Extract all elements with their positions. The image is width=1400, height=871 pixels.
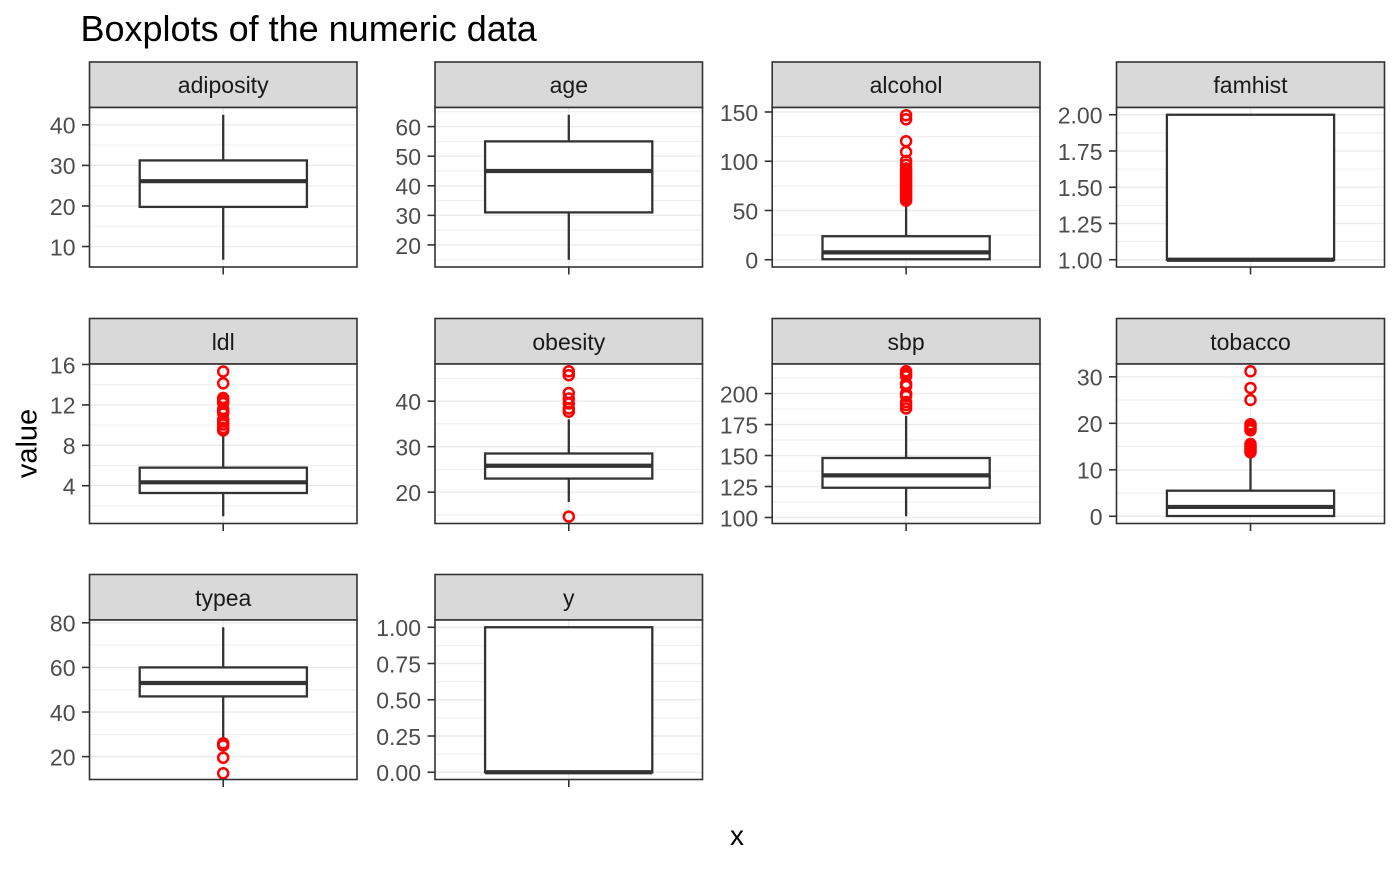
svg-text:tobacco: tobacco bbox=[1210, 329, 1291, 355]
svg-text:obesity: obesity bbox=[532, 329, 605, 355]
svg-text:40: 40 bbox=[395, 389, 421, 415]
svg-text:20: 20 bbox=[50, 194, 76, 220]
svg-text:0.25: 0.25 bbox=[376, 724, 421, 750]
svg-text:200: 200 bbox=[720, 381, 758, 407]
svg-text:100: 100 bbox=[720, 149, 758, 175]
svg-text:typea: typea bbox=[195, 585, 251, 611]
svg-text:30: 30 bbox=[1077, 365, 1103, 391]
svg-text:30: 30 bbox=[50, 153, 76, 179]
svg-text:40: 40 bbox=[50, 113, 76, 139]
svg-text:1.50: 1.50 bbox=[1058, 175, 1103, 201]
svg-text:150: 150 bbox=[720, 443, 758, 469]
svg-text:175: 175 bbox=[720, 412, 758, 438]
svg-text:Boxplots of the numeric data: Boxplots of the numeric data bbox=[81, 8, 538, 49]
svg-text:2.00: 2.00 bbox=[1058, 103, 1103, 129]
svg-text:12: 12 bbox=[50, 393, 76, 419]
svg-text:20: 20 bbox=[395, 233, 421, 259]
svg-text:sbp: sbp bbox=[888, 329, 925, 355]
svg-text:ldl: ldl bbox=[212, 329, 235, 355]
svg-text:20: 20 bbox=[50, 744, 76, 770]
svg-text:1.00: 1.00 bbox=[376, 615, 421, 641]
svg-text:30: 30 bbox=[395, 434, 421, 460]
svg-text:age: age bbox=[550, 72, 588, 98]
svg-text:alcohol: alcohol bbox=[870, 72, 943, 98]
svg-text:4: 4 bbox=[63, 474, 76, 500]
svg-text:1.00: 1.00 bbox=[1058, 248, 1103, 274]
svg-text:0: 0 bbox=[745, 248, 758, 274]
svg-text:125: 125 bbox=[720, 474, 758, 500]
svg-text:0.75: 0.75 bbox=[376, 651, 421, 677]
svg-text:10: 10 bbox=[50, 234, 76, 260]
svg-text:8: 8 bbox=[63, 433, 76, 459]
svg-text:0.00: 0.00 bbox=[376, 760, 421, 786]
svg-text:20: 20 bbox=[395, 480, 421, 506]
svg-text:0.50: 0.50 bbox=[376, 688, 421, 714]
svg-text:50: 50 bbox=[395, 144, 421, 170]
svg-text:30: 30 bbox=[395, 203, 421, 229]
svg-text:20: 20 bbox=[1077, 411, 1103, 437]
svg-text:1.75: 1.75 bbox=[1058, 139, 1103, 165]
svg-text:value: value bbox=[12, 409, 44, 478]
svg-text:100: 100 bbox=[720, 505, 758, 531]
svg-text:40: 40 bbox=[50, 700, 76, 726]
svg-text:60: 60 bbox=[50, 655, 76, 681]
svg-text:x: x bbox=[730, 820, 744, 851]
svg-text:famhist: famhist bbox=[1213, 72, 1288, 98]
svg-text:60: 60 bbox=[395, 114, 421, 140]
svg-text:10: 10 bbox=[1077, 458, 1103, 484]
svg-text:y: y bbox=[563, 585, 575, 611]
svg-text:16: 16 bbox=[50, 352, 76, 378]
svg-text:80: 80 bbox=[50, 611, 76, 637]
svg-text:adiposity: adiposity bbox=[178, 72, 269, 98]
svg-text:40: 40 bbox=[395, 174, 421, 200]
svg-text:150: 150 bbox=[720, 100, 758, 126]
svg-text:0: 0 bbox=[1090, 504, 1103, 530]
svg-text:1.25: 1.25 bbox=[1058, 211, 1103, 237]
svg-text:50: 50 bbox=[733, 198, 759, 224]
